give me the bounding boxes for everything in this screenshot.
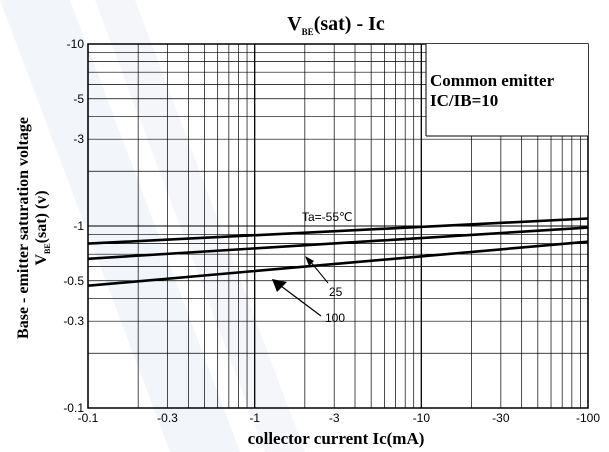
x-tick-label: -0.1	[78, 411, 99, 425]
y-tick-label: -1	[73, 219, 84, 233]
arrow-100	[272, 279, 287, 292]
x-tick-label: -30	[492, 411, 510, 425]
x-tick-label: -3	[329, 411, 340, 425]
y-tick-label: -0.3	[63, 314, 84, 328]
condition-line-2: IC/IB=10	[430, 91, 498, 110]
series-line-2	[87, 240, 589, 287]
label-25: 25	[329, 285, 343, 299]
x-tick-label: -1	[249, 411, 260, 425]
y-tick-label: -10	[67, 37, 85, 51]
series-annotations: Ta=-55℃ 25 100	[272, 210, 353, 325]
x-tick-label: -10	[413, 411, 431, 425]
condition-box: Common emitter IC/IB=10	[425, 44, 588, 137]
leader-line-25	[309, 260, 329, 284]
chart-title: VBE(sat) - Ic	[287, 13, 385, 37]
y-tick-label: -0.1	[63, 401, 84, 415]
series-line-0	[87, 217, 589, 245]
grid-lines	[87, 43, 589, 409]
y-tick-labels: -0.1 -0.3 -0.5 -1 -3 -5 -10	[63, 37, 84, 415]
svg-text:Base - emitter saturation volt: Base - emitter saturation voltage	[15, 117, 32, 339]
condition-line-1: Common emitter	[430, 71, 555, 90]
svg-text:VBE(sat) (v): VBE(sat) (v)	[33, 190, 52, 265]
label-ta-minus55: Ta=-55℃	[302, 210, 353, 224]
arrow-25	[305, 256, 314, 266]
x-tick-labels: -0.1 -0.3 -1 -3 -10 -30 -100	[78, 411, 601, 425]
y-axis-label: Base - emitter saturation voltage VBE(sa…	[15, 117, 52, 339]
x-tick-label: -0.3	[157, 411, 178, 425]
y-tick-label: -0.5	[63, 274, 84, 288]
y-tick-label: -3	[73, 132, 84, 146]
x-axis-label: collector current Ic(mA)	[248, 429, 425, 448]
series-lines	[87, 217, 589, 287]
leader-line-100	[276, 282, 322, 317]
label-100: 100	[325, 311, 345, 325]
x-tick-label: -100	[576, 411, 600, 425]
y-tick-label: -5	[73, 92, 84, 106]
series-line-1	[87, 226, 589, 261]
